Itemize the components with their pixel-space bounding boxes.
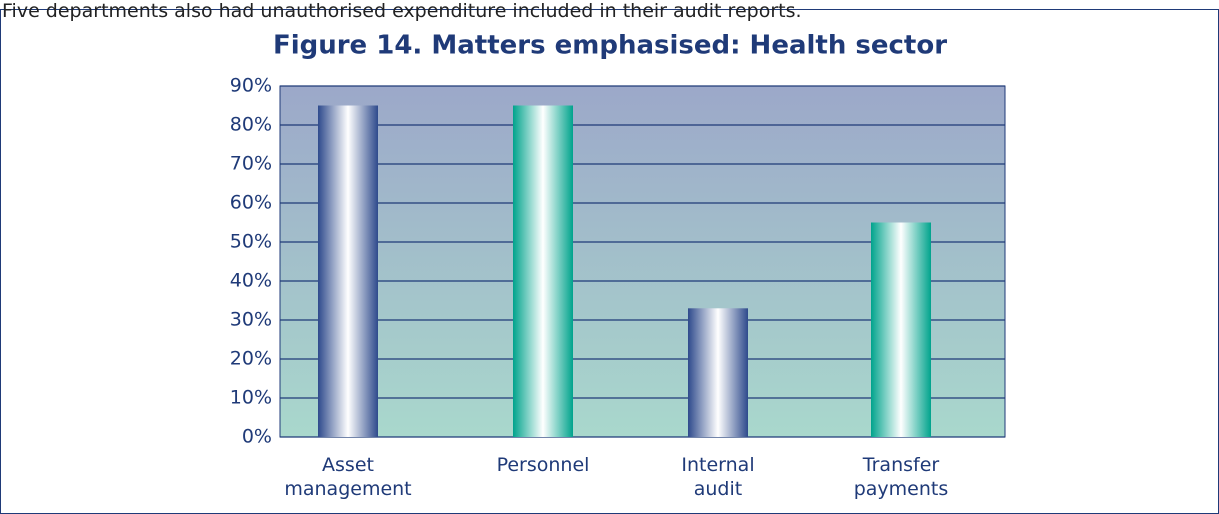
bar [688,308,748,437]
y-tick-label: 40% [230,270,272,292]
y-tick-label: 0% [242,426,272,448]
bar [318,105,378,437]
x-tick-label: Internal audit [681,454,755,500]
y-tick-label: 90% [230,75,272,97]
y-tick-label: 10% [230,387,272,409]
bar [513,105,573,437]
chart-title: Figure 14. Matters emphasised: Health se… [273,31,947,61]
y-tick-label: 60% [230,192,272,214]
y-tick-label: 70% [230,153,272,175]
y-tick-label: 80% [230,114,272,136]
bar [871,222,931,437]
y-tick-label: 30% [230,309,272,331]
x-tick-label: Asset management [284,454,412,500]
x-tick-label: Transfer payments [853,454,949,500]
y-tick-label: 20% [230,348,272,370]
intro-text: Five departments also had unauthorised e… [2,0,802,22]
y-tick-label: 50% [230,231,272,253]
x-tick-label: Personnel [496,454,590,476]
